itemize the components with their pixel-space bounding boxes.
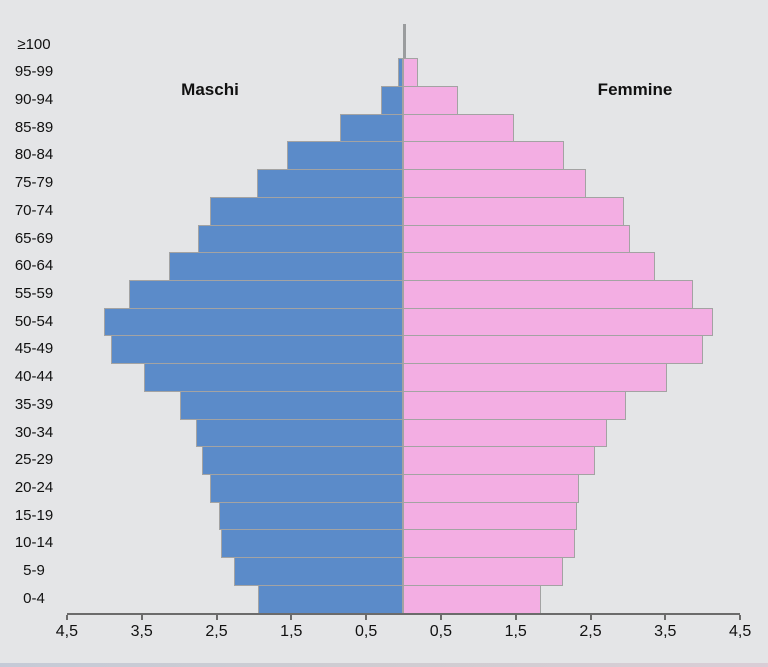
bar-male-65-69 [197,224,404,254]
bar-male-75-79 [256,169,404,198]
bar-male-35-39 [179,390,404,420]
age-group-label: 50-54 [14,312,54,330]
age-group-label: 20-24 [14,479,54,497]
bar-female-10-14 [402,529,575,559]
bar-female-70-74 [402,196,624,226]
bar-male-40-44 [143,363,404,392]
age-group-label: 45-49 [14,340,54,358]
bar-male-60-64 [169,252,404,281]
x-axis-tick-label: 4,5 [728,622,752,640]
bar-female-60-64 [402,252,656,281]
bar-female-45-49 [402,335,704,365]
x-axis-tick [439,614,442,620]
bar-male-80-84 [286,141,404,171]
age-group-label: 35-39 [14,395,54,413]
x-axis-tick [290,614,293,620]
x-axis-tick-label: 1,5 [280,622,303,640]
x-axis-tick [215,614,218,620]
bar-female-15-19 [402,501,577,531]
age-group-label: 15-19 [14,506,54,524]
bar-male-20-24 [209,474,404,503]
bar-male-50-54 [104,307,404,337]
female-series-label: Femmine [597,80,673,99]
x-axis-tick [65,614,68,620]
bar-female-0-4 [402,584,541,614]
bar-female-95-99 [402,58,419,87]
x-axis-tick-label: 2,5 [579,622,602,640]
bar-female-50-54 [402,307,713,337]
age-group-label: 70-74 [14,201,54,219]
bar-female-75-79 [402,169,586,198]
x-axis-tick-label: 3,5 [130,622,153,640]
age-group-label: 10-14 [14,534,54,552]
bar-female-40-44 [402,363,668,392]
bar-male-5-9 [234,557,404,586]
bar-male-0-4 [258,584,404,614]
bottom-edge-artifact [0,663,768,667]
male-series-label: Maschi [181,80,239,99]
bar-male-90-94 [381,85,404,115]
age-group-label: 0-4 [23,589,45,607]
x-axis-tick-label: 0,5 [354,622,378,640]
x-axis-tick [664,614,667,620]
x-axis-tick-label: 0,5 [429,622,453,640]
age-group-label: 85-89 [14,118,54,136]
age-group-label: 75-79 [14,174,54,192]
age-group-label: 5-9 [23,562,45,580]
bar-female-65-69 [402,224,630,254]
age-group-label: ≥100 [17,35,51,53]
x-axis-tick-label: 3,5 [654,622,677,640]
bar-male-85-89 [339,113,404,143]
bar-female-25-29 [402,446,595,476]
bar-female-55-59 [402,279,693,309]
x-axis-tick-label: 1,5 [504,622,527,640]
bar-female-35-39 [402,390,627,420]
bar-male-10-14 [220,529,404,559]
bar-male-55-59 [128,279,404,309]
bar-female-20-24 [402,474,580,503]
age-group-label: 40-44 [14,368,54,386]
bar-female-85-89 [402,113,514,143]
age-group-label: 30-34 [14,423,54,441]
age-group-label: 65-69 [14,229,54,247]
age-group-label: 95-99 [14,63,54,81]
bar-male-25-29 [201,446,404,476]
bar-female-90-94 [402,85,458,115]
bar-male-15-19 [218,501,404,531]
bar-male-70-74 [209,196,404,226]
x-axis-tick [140,614,143,620]
x-axis-tick [365,614,368,620]
x-axis-tick-label: 4,5 [55,622,79,640]
age-group-label: 25-29 [14,451,54,469]
x-axis-tick [739,614,742,620]
x-axis-line [66,612,741,615]
x-axis-tick [589,614,592,620]
bar-female-80-84 [402,141,565,171]
x-axis-tick [514,614,517,620]
age-group-label: 90-94 [14,90,54,108]
age-group-label: 80-84 [14,146,54,164]
bar-male-45-49 [111,335,404,365]
bar-female-5-9 [402,557,563,586]
age-group-label: 55-59 [14,284,54,302]
bar-male-30-34 [195,418,404,448]
age-group-label: 60-64 [14,257,54,275]
bar-female-30-34 [402,418,607,448]
x-axis-tick-label: 2,5 [205,622,228,640]
